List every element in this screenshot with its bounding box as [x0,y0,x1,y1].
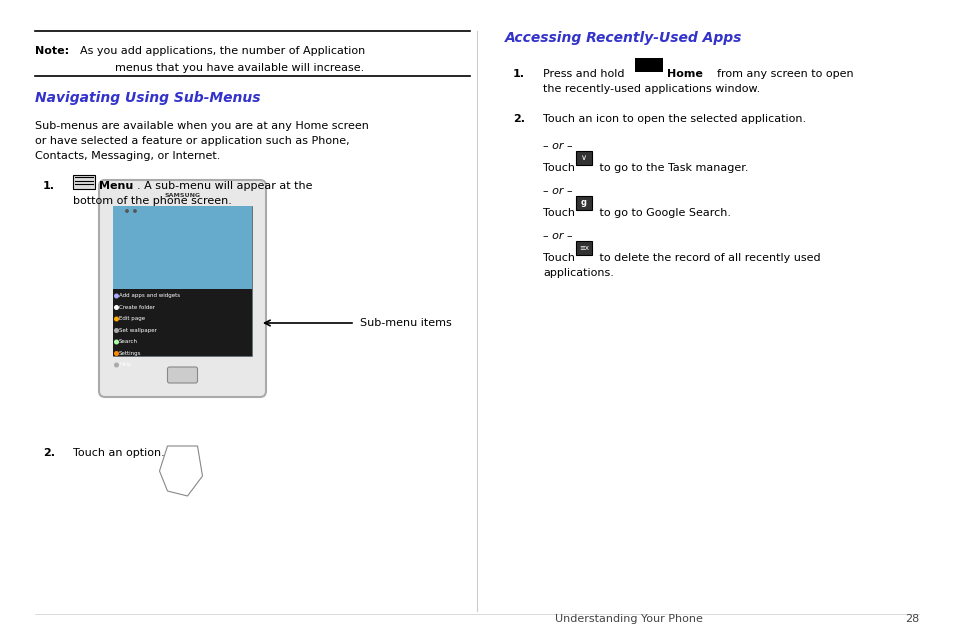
FancyBboxPatch shape [635,58,662,72]
Text: from any screen to open: from any screen to open [717,69,853,79]
Text: Touch: Touch [542,163,578,173]
Text: Accessing Recently-Used Apps: Accessing Recently-Used Apps [504,31,741,45]
Text: Create folder: Create folder [119,305,154,310]
Text: As you add applications, the number of Application: As you add applications, the number of A… [80,46,365,56]
Circle shape [114,317,118,321]
Text: ∨: ∨ [580,153,586,163]
Text: applications.: applications. [542,268,613,279]
Bar [112,289,252,356]
Bar [112,206,252,356]
Text: SAMSUNG: SAMSUNG [164,193,200,198]
Text: Menu: Menu [99,181,133,191]
Text: g: g [580,198,586,207]
Circle shape [114,352,118,356]
Text: menus that you have available will increase.: menus that you have available will incre… [115,63,364,73]
Text: ≡x: ≡x [578,245,588,251]
Text: – or –: – or – [542,141,572,151]
Text: the recently-used applications window.: the recently-used applications window. [542,84,760,94]
Text: Home: Home [666,69,702,79]
Text: Press and hold: Press and hold [542,69,627,79]
Text: Settings: Settings [119,351,141,356]
FancyBboxPatch shape [73,175,95,189]
Circle shape [114,329,118,332]
Circle shape [114,306,118,309]
Text: Touch: Touch [542,208,578,218]
Text: Understanding Your Phone: Understanding Your Phone [555,614,702,624]
FancyBboxPatch shape [576,196,592,210]
Circle shape [114,294,118,298]
Circle shape [114,340,118,344]
Bar [112,206,252,289]
Text: 1.: 1. [43,181,55,191]
Text: Set wallpaper: Set wallpaper [119,328,156,333]
Text: – or –: – or – [542,231,572,241]
Text: Touch an option.: Touch an option. [73,448,165,458]
Text: to delete the record of all recently used: to delete the record of all recently use… [596,253,820,263]
FancyBboxPatch shape [576,241,592,255]
FancyBboxPatch shape [99,180,266,397]
Text: 2.: 2. [43,448,55,458]
Text: to go to Google Search.: to go to Google Search. [596,208,730,218]
Text: Edit page: Edit page [119,317,145,322]
Text: Sub-menu items: Sub-menu items [359,318,452,328]
Text: Search: Search [119,340,138,345]
Text: Add apps and widgets: Add apps and widgets [119,293,180,298]
Circle shape [114,363,118,367]
Text: Help: Help [119,363,132,368]
Text: 1.: 1. [513,69,524,79]
Text: 28: 28 [903,614,918,624]
Text: . A sub-menu will appear at the: . A sub-menu will appear at the [137,181,313,191]
Text: Sub-menus are available when you are at any Home screen
or have selected a featu: Sub-menus are available when you are at … [35,121,369,161]
Text: Note:: Note: [35,46,69,56]
Text: – or –: – or – [542,186,572,196]
Text: Navigating Using Sub-Menus: Navigating Using Sub-Menus [35,91,260,105]
Circle shape [126,210,128,212]
Text: bottom of the phone screen.: bottom of the phone screen. [73,196,232,206]
Circle shape [133,210,136,212]
Text: Touch an icon to open the selected application.: Touch an icon to open the selected appli… [542,114,805,124]
Text: Touch: Touch [542,253,578,263]
FancyBboxPatch shape [576,151,592,165]
Text: to go to the Task manager.: to go to the Task manager. [596,163,748,173]
Text: 2.: 2. [513,114,524,124]
FancyBboxPatch shape [168,367,197,383]
